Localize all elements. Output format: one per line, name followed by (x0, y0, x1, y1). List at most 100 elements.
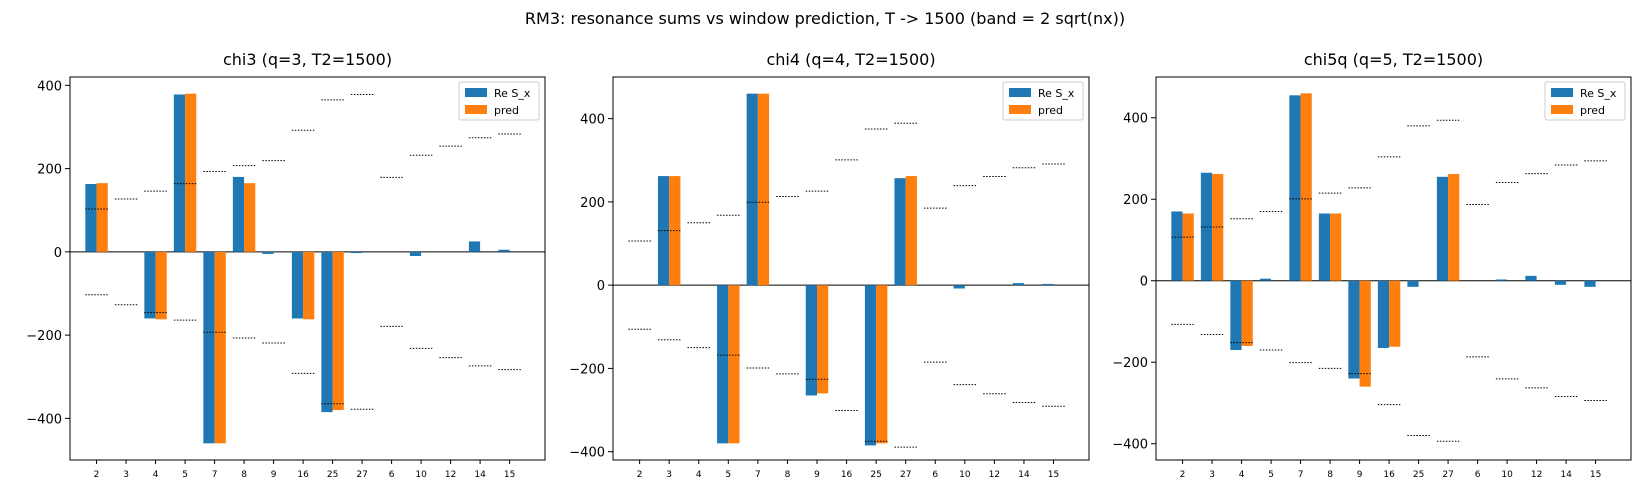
bar-re-s-x (468, 241, 481, 252)
bar-re-s-x (1495, 279, 1508, 281)
bar-re-s-x (1436, 176, 1449, 281)
bar-re-s-x (1289, 95, 1301, 281)
x-tick-label: 9 (271, 470, 277, 480)
bar-re-s-x (350, 251, 363, 254)
x-tick-label: 16 (297, 470, 309, 480)
bar-pred (876, 285, 888, 444)
x-tick-label: 9 (814, 470, 820, 480)
bar-pred (96, 183, 108, 252)
bar-pred (669, 176, 681, 286)
bar-re-s-x (1377, 280, 1390, 348)
y-tick-label: −400 (26, 412, 62, 427)
bar-re-s-x (173, 94, 186, 252)
chart-title: chi3 (q=3, T2=1500) (223, 50, 392, 69)
x-tick-label: 3 (1209, 470, 1215, 480)
legend-swatch (465, 88, 487, 97)
bar-re-s-x (1042, 283, 1054, 286)
x-tick-label: 8 (241, 470, 247, 480)
x-tick-label: 9 (1357, 470, 1363, 480)
bar-pred (817, 285, 829, 394)
chart-panel: chi3 (q=3, T2=1500) −400 −200 0 200 400 2 3 4 5 7 8… (26, 50, 546, 480)
x-tick-label: 7 (755, 470, 761, 480)
x-tick-label: 14 (474, 470, 486, 480)
bar-re-s-x (291, 251, 304, 319)
legend-swatch (1009, 88, 1031, 97)
x-tick-label: 16 (1383, 470, 1395, 480)
x-tick-label: 15 (504, 470, 515, 480)
legend-label: Re S_x (1580, 87, 1617, 100)
x-tick-label: 5 (725, 470, 731, 480)
y-tick-label: 200 (37, 163, 62, 178)
y-tick-label: −400 (1112, 438, 1148, 453)
x-tick-label: 3 (123, 470, 129, 480)
y-tick-label: −200 (1112, 356, 1148, 371)
y-tick-label: 400 (580, 113, 605, 128)
x-tick-label: 12 (445, 470, 456, 480)
chart-panels: chi3 (q=3, T2=1500) −400 −200 0 200 400 2 3 4 5 7 8… (26, 50, 1632, 480)
bar-re-s-x (1200, 172, 1213, 281)
x-tick-label: 8 (1327, 470, 1333, 480)
bar-re-s-x (894, 178, 906, 286)
chart-panel: chi4 (q=4, T2=1500) −400 −200 0 200 400 2 3 4 5 7 8… (569, 50, 1090, 480)
bar-re-s-x (409, 251, 422, 257)
bar-re-s-x (1348, 280, 1360, 379)
x-tick-label: 4 (1239, 470, 1245, 480)
x-tick-label: 5 (1268, 470, 1274, 480)
bar-pred (303, 251, 315, 320)
plot-frame (612, 76, 1090, 461)
chart-title: chi4 (q=4, T2=1500) (766, 50, 935, 69)
chart-panel: chi5q (q=5, T2=1500) −400 −200 0 200 400 2 3 4 5 7… (1112, 50, 1632, 480)
bar-re-s-x (1318, 213, 1331, 281)
y-tick-label: −400 (569, 446, 605, 461)
x-tick-label: 12 (1531, 470, 1542, 480)
x-tick-label: 10 (415, 470, 427, 480)
bar-re-s-x (203, 251, 215, 444)
bar-re-s-x (1554, 280, 1567, 285)
legend-label: pred (1038, 104, 1063, 117)
x-tick-label: 4 (153, 470, 159, 480)
bar-re-s-x (953, 285, 965, 289)
bar-pred (728, 285, 740, 444)
x-tick-label: 5 (182, 470, 188, 480)
x-tick-label: 7 (1298, 470, 1304, 480)
bar-re-s-x (144, 251, 156, 319)
x-tick-label: 16 (841, 470, 853, 480)
bar-pred (1300, 93, 1312, 281)
x-tick-label: 25 (1413, 470, 1424, 480)
y-tick-label: −200 (569, 362, 605, 377)
bar-pred (244, 183, 256, 252)
x-tick-label: 4 (696, 470, 702, 480)
bar-re-s-x (1259, 278, 1272, 281)
x-tick-label: 14 (1560, 470, 1572, 480)
legend-swatch (465, 105, 487, 114)
bar-re-s-x (746, 93, 758, 286)
y-tick-label: 0 (597, 279, 605, 294)
bar-pred (1389, 280, 1401, 347)
x-tick-label: 27 (356, 470, 367, 480)
x-tick-label: 7 (212, 470, 218, 480)
x-tick-label: 27 (1442, 470, 1453, 480)
bar-re-s-x (232, 176, 245, 252)
bar-pred (905, 176, 917, 286)
chart-title: chi5q (q=5, T2=1500) (1304, 50, 1483, 69)
bar-re-s-x (262, 251, 274, 254)
x-tick-label: 2 (637, 470, 643, 480)
x-tick-label: 14 (1018, 470, 1030, 480)
y-tick-label: 0 (1140, 275, 1148, 290)
bar-pred (1182, 213, 1194, 281)
x-tick-label: 15 (1590, 470, 1601, 480)
bar-re-s-x (85, 183, 97, 252)
bar-re-s-x (717, 285, 729, 444)
legend-swatch (1551, 88, 1573, 97)
y-tick-label: 400 (1123, 112, 1148, 127)
bar-re-s-x (1171, 211, 1183, 281)
bar-pred (757, 93, 770, 286)
y-tick-label: 400 (37, 79, 62, 94)
y-tick-label: −200 (26, 329, 62, 344)
x-tick-label: 8 (785, 470, 791, 480)
legend-swatch (1009, 105, 1031, 114)
